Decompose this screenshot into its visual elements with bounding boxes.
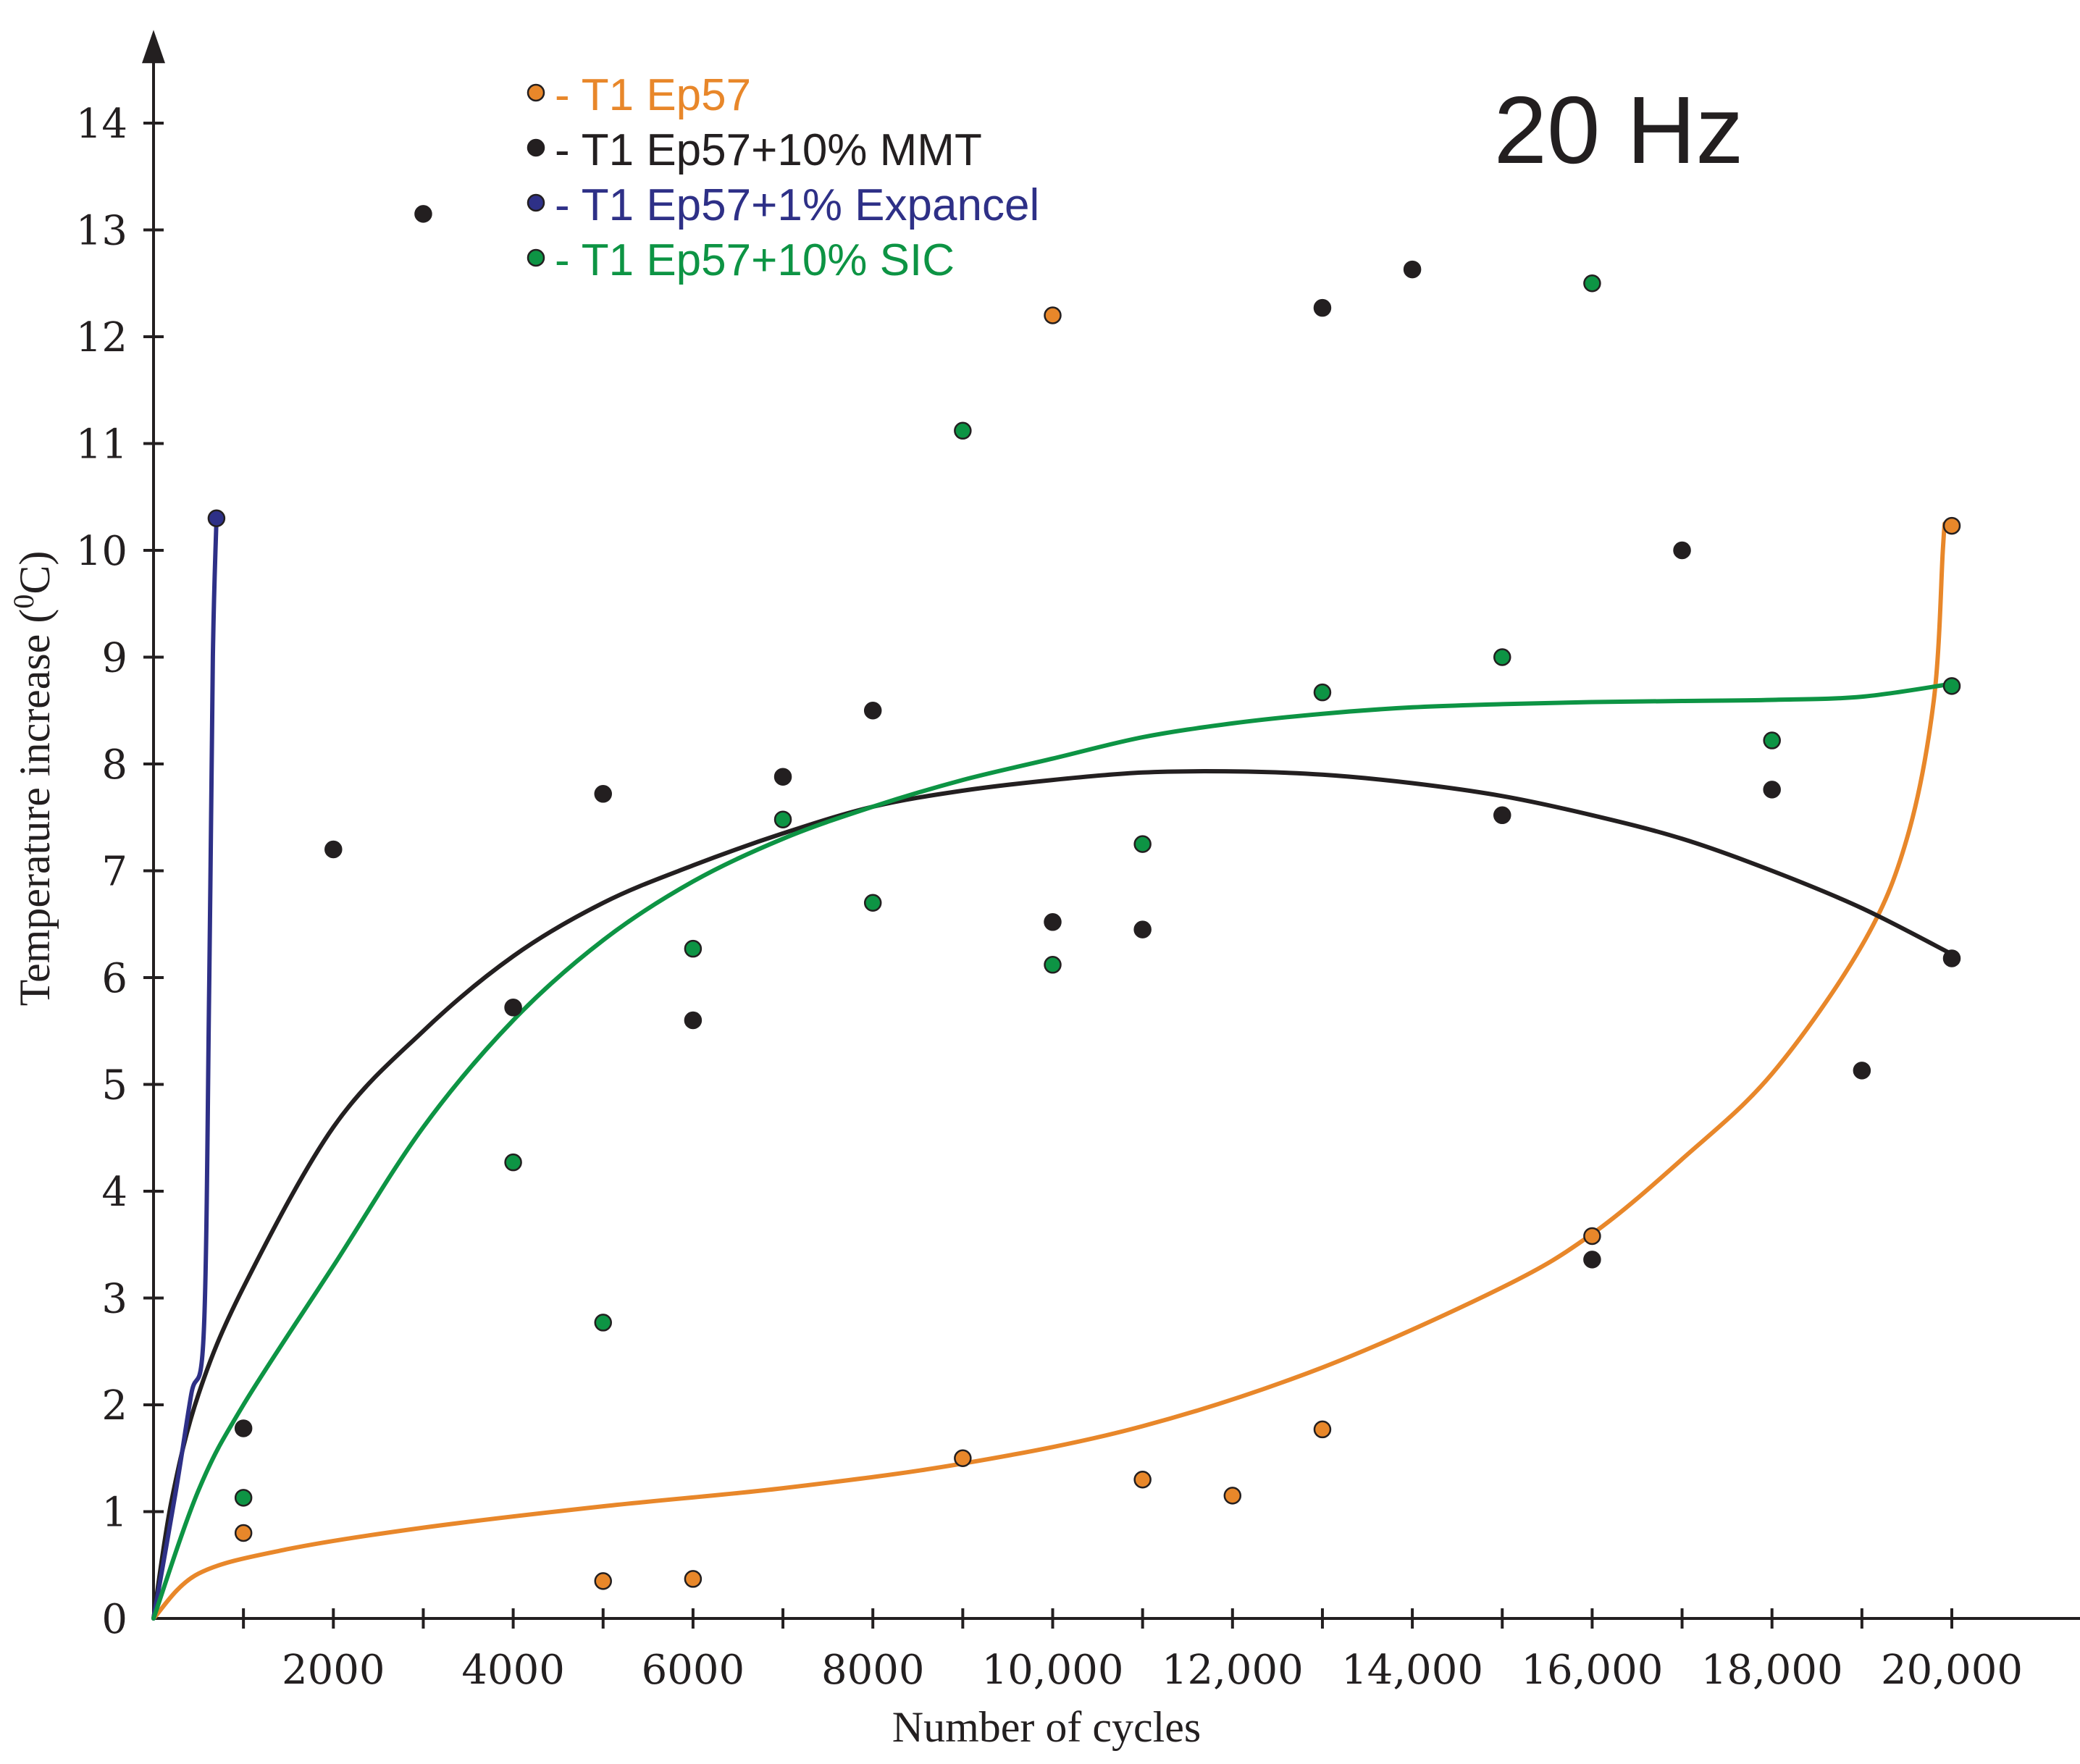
- data-point-ep57: [684, 1570, 703, 1588]
- x-tick-label: 8000: [821, 1647, 925, 1694]
- data-point-ep57-mmt: [414, 205, 432, 223]
- data-point-ep57: [954, 1449, 972, 1467]
- trend-line-ep57-mmt: [151, 769, 1954, 1621]
- y-tick-label: 3: [101, 1276, 127, 1323]
- data-point-ep57-sic: [1763, 731, 1781, 749]
- legend-label-ep57: - T1 Ep57: [555, 70, 751, 120]
- y-tick-label: 4: [101, 1169, 127, 1216]
- trend-line-ep57: [151, 521, 1947, 1621]
- data-point-ep57-mmt: [234, 1419, 253, 1437]
- axes: 2000 4000 6000 8000 10,000 12,000 14,000 16,000…: [76, 30, 2080, 1694]
- x-ticks: 2000 4000 6000 8000 10,000 12,000 14,000 16,000…: [242, 1608, 2023, 1694]
- data-point-ep57-mmt: [504, 999, 522, 1017]
- data-point-ep57-mmt: [773, 768, 792, 786]
- data-point-ep57: [1133, 1471, 1152, 1489]
- trend-line-ep57-sic: [151, 681, 1954, 1621]
- legend: - T1 Ep57- T1 Ep57+10% MMT- T1 Ep57+1% E…: [527, 70, 1039, 285]
- y-tick-label: 2: [101, 1382, 127, 1429]
- data-point-ep57-sic: [234, 1489, 253, 1507]
- data-point-ep57-mmt: [1493, 806, 1511, 825]
- trend-lines: [151, 516, 1954, 1621]
- y-tick-label: 13: [76, 208, 127, 255]
- x-tick-label: 16,000: [1521, 1647, 1663, 1694]
- legend-marker-ep57-sic: [527, 248, 545, 267]
- data-point-ep57-sic: [1044, 956, 1062, 974]
- x-tick-label: 2000: [282, 1647, 385, 1694]
- y-axis-title: Temperature increase (0C): [7, 551, 59, 1007]
- data-point-ep57-sic: [1133, 835, 1152, 853]
- data-point-ep57-mmt: [1403, 260, 1422, 279]
- y-tick-label: 6: [101, 955, 127, 1002]
- data-point-ep57: [234, 1524, 253, 1542]
- y-axis-arrowhead: [142, 30, 165, 64]
- data-point-ep57-mmt: [684, 1011, 703, 1030]
- data-point-ep57-sic: [1313, 683, 1332, 702]
- data-point-ep57-mmt: [1583, 1251, 1601, 1269]
- trend-line-ep57-expancel: [151, 516, 219, 1621]
- legend-label-ep57-sic: - T1 Ep57+10% SIC: [555, 235, 955, 285]
- data-points: [207, 205, 1961, 1590]
- y-tick-label: 11: [76, 421, 127, 469]
- data-point-ep57: [1942, 516, 1961, 535]
- data-point-ep57-mmt: [324, 840, 343, 859]
- data-point-ep57-sic: [863, 894, 882, 912]
- x-tick-label: 10,000: [982, 1647, 1124, 1694]
- y-tick-label: 5: [101, 1062, 127, 1109]
- data-point-ep57-mmt: [1313, 298, 1332, 317]
- data-point-ep57: [594, 1572, 612, 1590]
- y-axis-title-superscript: 0: [7, 595, 40, 609]
- x-tick-label: 20,000: [1881, 1647, 2023, 1694]
- data-point-ep57-mmt: [1853, 1062, 1871, 1080]
- chart-title-frequency: 20 Hz: [1494, 77, 1744, 183]
- data-point-ep57: [1313, 1420, 1332, 1439]
- data-point-ep57-sic: [1583, 274, 1601, 293]
- x-tick-label: 12,000: [1162, 1647, 1304, 1694]
- y-tick-label: 12: [76, 314, 127, 361]
- data-point-ep57-mmt: [1942, 949, 1961, 967]
- y-tick-label: 9: [101, 635, 127, 682]
- data-point-ep57-mmt: [594, 785, 612, 803]
- y-tick-label: 8: [101, 742, 127, 789]
- data-point-ep57-sic: [504, 1153, 522, 1172]
- data-point-ep57-sic: [954, 421, 972, 440]
- data-point-ep57: [1583, 1227, 1601, 1246]
- x-tick-label: 18,000: [1701, 1647, 1843, 1694]
- legend-marker-ep57-expancel: [527, 193, 545, 212]
- y-tick-label: 7: [101, 849, 127, 896]
- data-point-ep57-mmt: [1044, 913, 1062, 931]
- y-tick-label: 1: [101, 1490, 127, 1537]
- x-axis-title: Number of cycles: [892, 1703, 1202, 1751]
- data-point-ep57: [1223, 1487, 1242, 1505]
- x-tick-label: 14,000: [1341, 1647, 1483, 1694]
- data-point-ep57-sic: [1493, 648, 1511, 666]
- data-point-ep57-mmt: [863, 702, 882, 720]
- data-point-ep57-mmt: [1673, 541, 1691, 560]
- y-axis-title-main: Temperature increase (: [11, 609, 59, 1007]
- data-point-ep57-expancel: [207, 509, 226, 527]
- data-point-ep57-sic: [773, 810, 792, 828]
- y-axis-title-unit: C): [11, 551, 59, 595]
- data-point-ep57-sic: [684, 939, 703, 958]
- legend-label-ep57-mmt: - T1 Ep57+10% MMT: [555, 125, 982, 175]
- y-tick-label: 14: [76, 101, 127, 148]
- data-point-ep57: [1044, 306, 1062, 324]
- data-point-ep57-mmt: [1133, 920, 1152, 938]
- data-point-ep57-sic: [594, 1314, 612, 1332]
- x-tick-label: 4000: [461, 1647, 565, 1694]
- legend-label-ep57-expancel: - T1 Ep57+1% Expancel: [555, 180, 1039, 230]
- legend-marker-ep57-mmt: [527, 138, 545, 157]
- y-tick-label: 10: [76, 528, 127, 575]
- data-point-ep57-mmt: [1763, 781, 1781, 799]
- legend-marker-ep57: [527, 83, 545, 102]
- data-point-ep57-sic: [1942, 677, 1961, 695]
- y-tick-label: 0: [101, 1596, 127, 1643]
- x-tick-label: 6000: [642, 1647, 745, 1694]
